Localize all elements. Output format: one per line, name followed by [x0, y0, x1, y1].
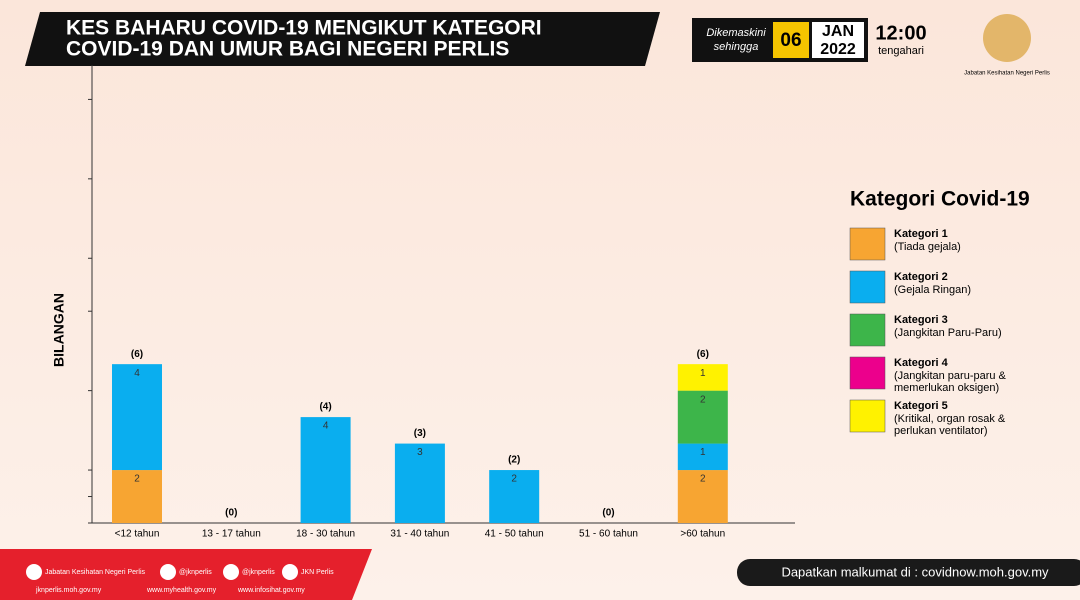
updated: Dikemaskini: [706, 27, 766, 39]
bar-segment: [112, 470, 162, 523]
x-tick-label: >60 tahun: [680, 529, 725, 540]
legend-label: Kategori 4: [894, 357, 949, 369]
updated: sehingga: [714, 41, 759, 53]
social-handle: Jabatan Kesihatan Negeri Perlis: [45, 569, 146, 576]
legend-swatch: [849, 270, 886, 304]
total-label: (0): [602, 508, 614, 519]
link: www.myhealth.gov.my: [146, 587, 217, 594]
total-label: (6): [131, 349, 143, 360]
link: www.infosihat.gov.my: [237, 587, 305, 594]
bar-segment: [677, 390, 728, 444]
x-tick-label: <12 tahun: [115, 529, 160, 540]
social-icon: [26, 564, 42, 580]
day: 06: [780, 30, 801, 51]
legend-description: perlukan ventilator): [894, 425, 988, 437]
title: KES BAHARU COVID-19 MENGIKUT KATEGORI: [66, 17, 542, 40]
bar-segment: [394, 443, 445, 523]
social-icon: [160, 564, 176, 580]
legend-swatch: [849, 399, 886, 433]
legend-label: Kategori 3: [894, 314, 948, 326]
time: 12:00: [875, 22, 926, 44]
x-tick-label: 13 - 17 tahun: [202, 529, 261, 540]
legend-swatch: [849, 313, 886, 347]
month-box: [812, 22, 864, 58]
bar-segment: [300, 417, 351, 523]
social-icon: [282, 564, 298, 580]
y-axis-label: BILANGAN: [51, 293, 67, 367]
bar-segment: [112, 364, 162, 471]
total-label: (6): [697, 349, 709, 360]
bar-segment: [489, 470, 540, 523]
bar-segment: [677, 443, 728, 471]
legend-description: (Jangkitan paru-paru &: [894, 370, 1007, 382]
segment-label: 3: [417, 447, 423, 458]
legend-label: Kategori 1: [894, 228, 948, 240]
info-bar: [737, 559, 1080, 586]
bar-segment: [677, 470, 728, 523]
period: tengahari: [878, 45, 924, 57]
x-tick-label: 41 - 50 tahun: [485, 529, 544, 540]
total-label: (3): [414, 428, 426, 439]
segment-label: 2: [134, 474, 140, 485]
social-handle: @jknperlis: [179, 569, 212, 576]
x-tick-label: 31 - 40 tahun: [390, 529, 449, 540]
legend-title: Kategori Covid-19: [850, 188, 1030, 211]
legend-label: Kategori 2: [894, 271, 948, 283]
segment-label: 2: [700, 474, 706, 485]
x-tick-label: 51 - 60 tahun: [579, 529, 638, 540]
legend-description: (Jangkitan Paru-Paru): [894, 327, 1002, 339]
total-label: (4): [319, 402, 331, 413]
segment-label: 2: [511, 474, 517, 485]
social-icon: [223, 564, 239, 580]
crest: [983, 14, 1031, 62]
segment-label: 4: [323, 421, 329, 432]
title: COVID-19 DAN UMUR BAGI NEGERI PERLIS: [66, 38, 509, 61]
title-banner: [25, 12, 660, 66]
bar-segment: [677, 364, 728, 391]
segment-label: 2: [700, 394, 706, 405]
legend-description: (Gejala Ringan): [894, 284, 971, 296]
segment-label: 4: [134, 368, 140, 379]
segment-label: 1: [700, 447, 706, 458]
legend-description: memerlukan oksigen): [894, 382, 999, 394]
year: 2022: [820, 41, 856, 58]
month: JAN: [822, 23, 854, 40]
footer-banner: [0, 549, 372, 600]
day-box: [773, 22, 809, 58]
legend-label: Kategori 5: [894, 400, 948, 412]
segment-label: 1: [700, 368, 706, 379]
agency: Jabatan Kesihatan Negeri Perlis: [964, 71, 1050, 77]
x-tick-label: 18 - 30 tahun: [296, 529, 355, 540]
social-handle: @jknperlis: [242, 569, 275, 576]
total-label: (0): [225, 508, 237, 519]
legend-description: (Kritikal, organ rosak &: [894, 413, 1006, 425]
legend-description: (Tiada gejala): [894, 241, 961, 253]
legend-swatch: [849, 227, 886, 261]
link: jknperlis.moh.gov.my: [35, 587, 102, 594]
legend-swatch: [849, 356, 886, 390]
info: Dapatkan malkumat di : covidnow.moh.gov.…: [781, 564, 1049, 579]
social-handle: JKN Perlis: [301, 569, 334, 576]
total-label: (2): [508, 455, 520, 466]
